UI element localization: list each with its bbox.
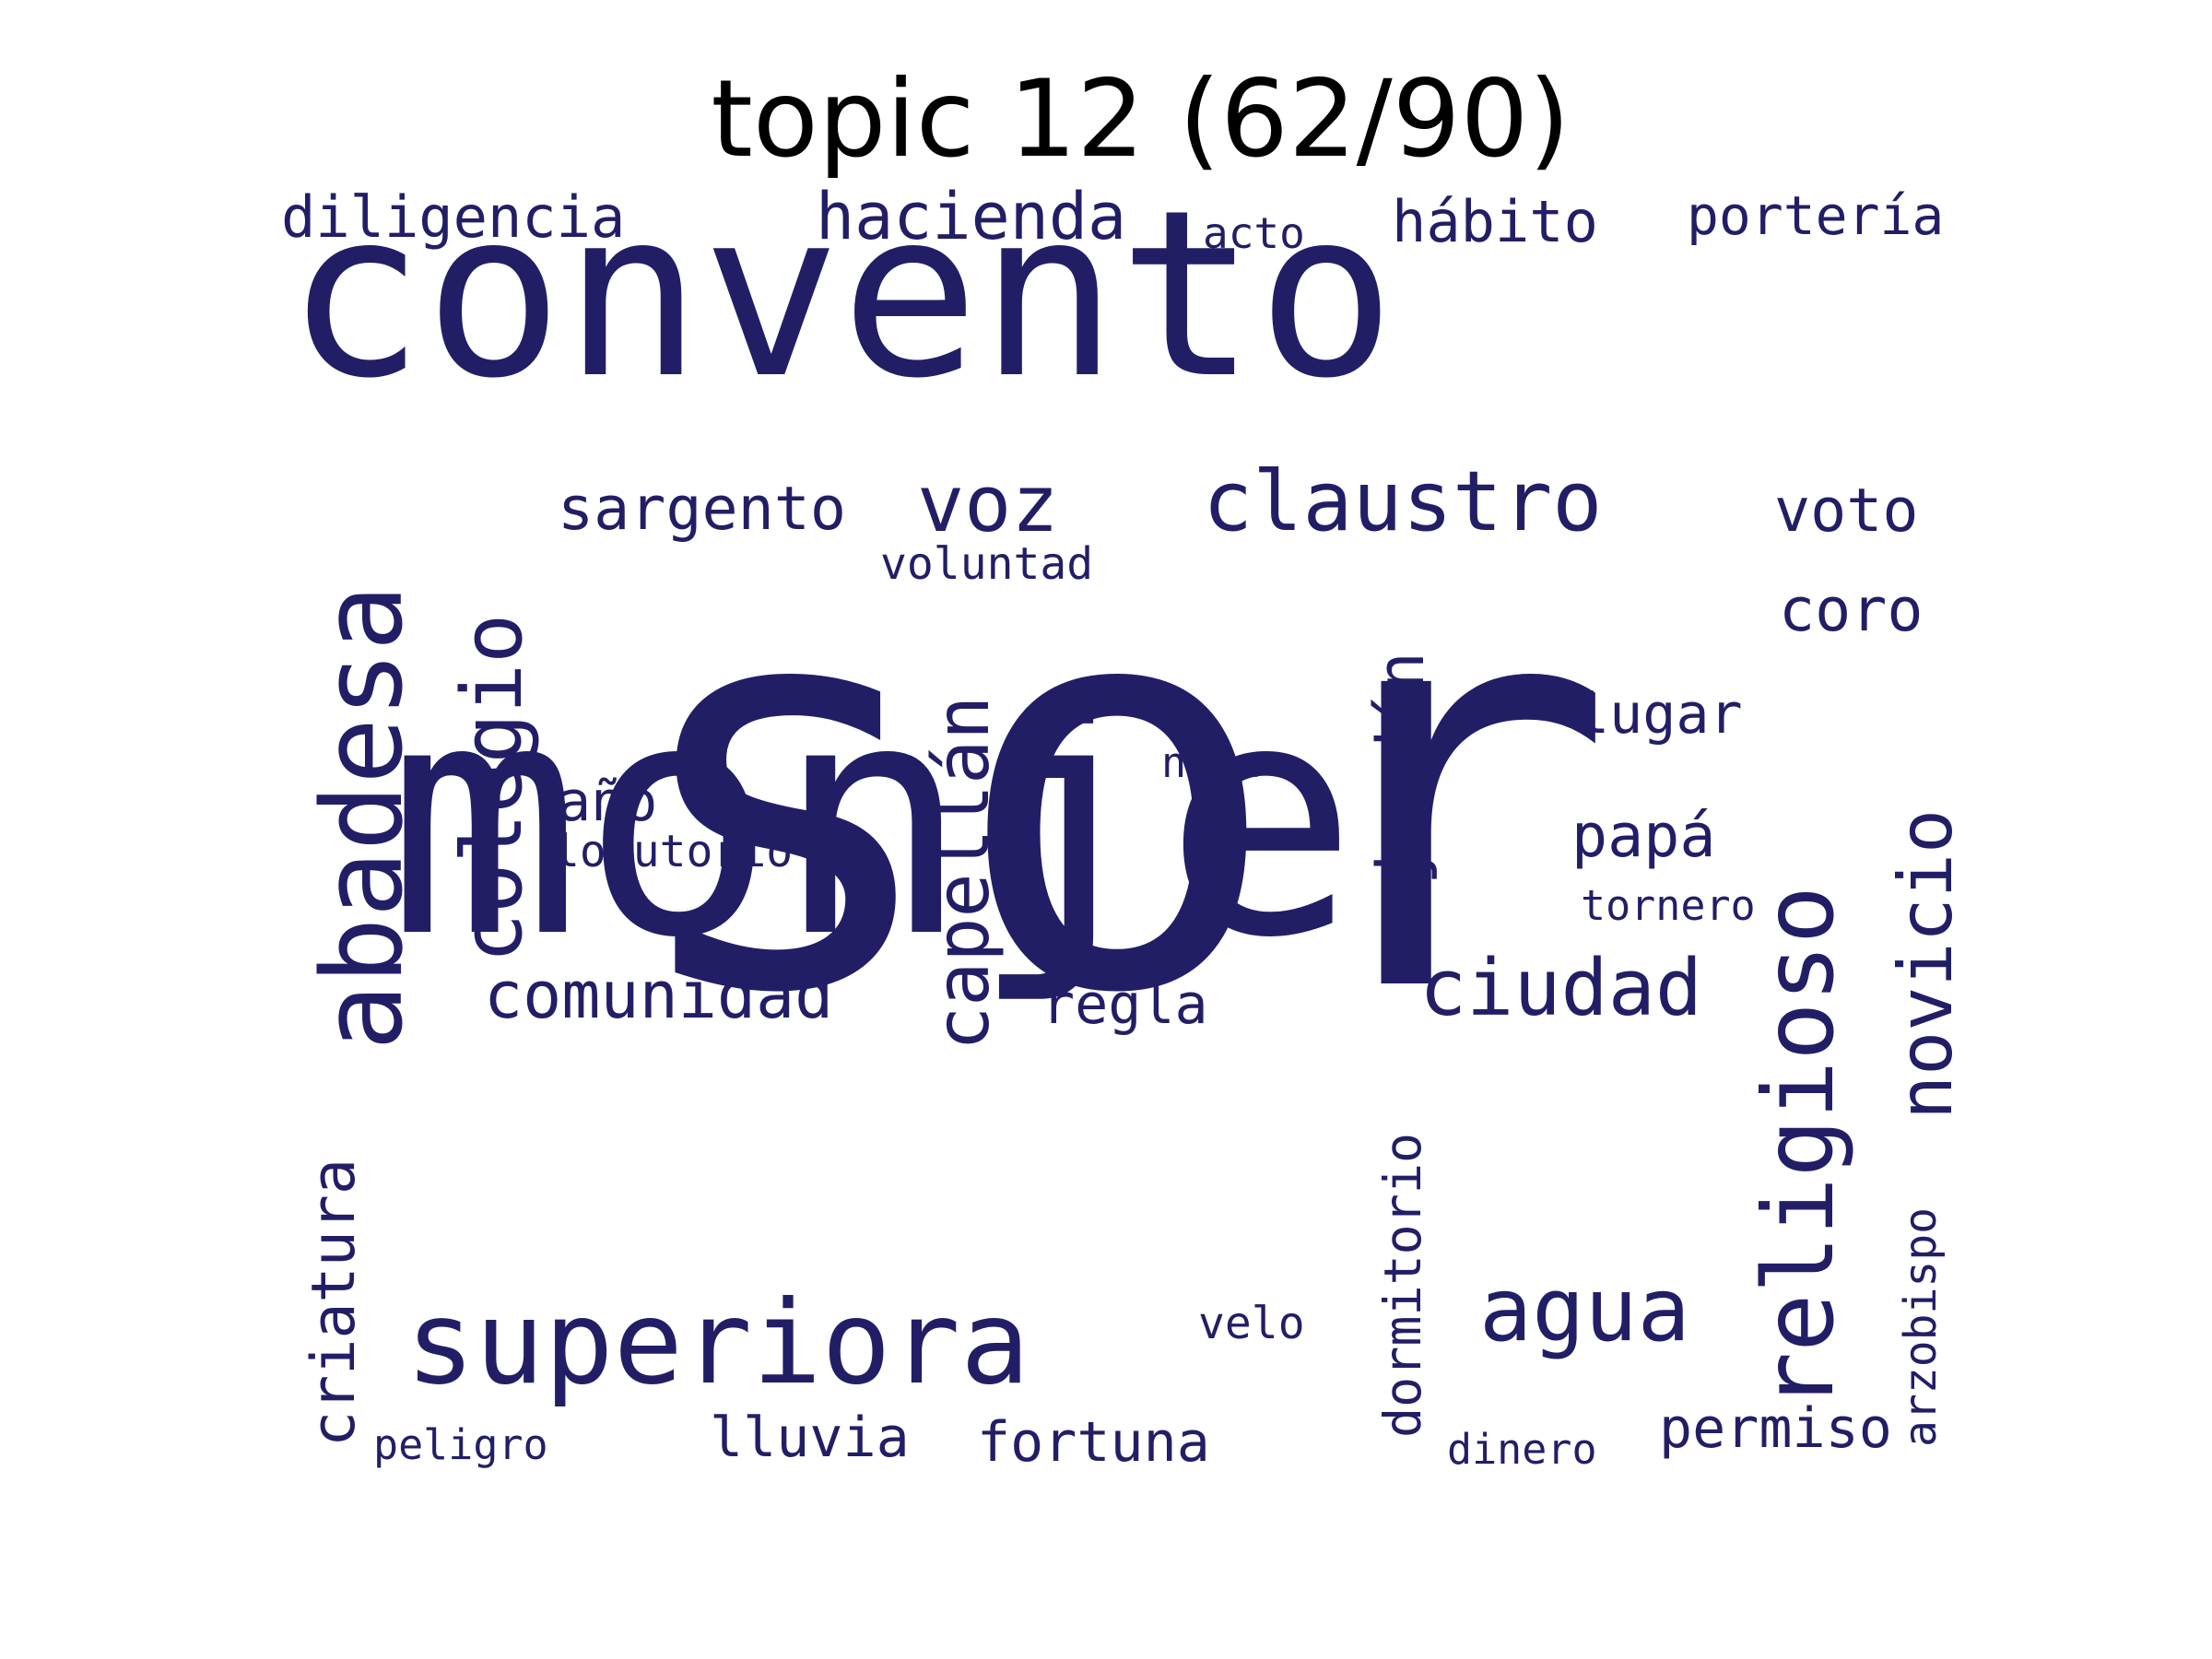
word-año: año bbox=[558, 770, 658, 834]
word-criatura: criatura bbox=[300, 1158, 369, 1447]
chart-title: topic 12 (62/90) bbox=[711, 57, 1571, 182]
word-dormitorio: dormitorio bbox=[1373, 1132, 1432, 1438]
word-portería: portería bbox=[1687, 184, 1945, 247]
word-voto: voto bbox=[1774, 477, 1919, 546]
word-acto: acto bbox=[1203, 208, 1305, 258]
word-sor: sor bbox=[618, 470, 1617, 1114]
word-sargento: sargento bbox=[558, 475, 847, 544]
word-voluntad: voluntad bbox=[880, 538, 1094, 590]
word-ciudad: ciudad bbox=[1419, 943, 1703, 1034]
word-permiso: permiso bbox=[1659, 1396, 1892, 1461]
word-claustro: claustro bbox=[1203, 453, 1603, 550]
word-diligencia: diligencia bbox=[281, 183, 626, 251]
word-regla: regla bbox=[1041, 972, 1208, 1037]
word-superiora: superiora bbox=[406, 1277, 1030, 1410]
word-lluvia: lluvia bbox=[710, 1406, 910, 1470]
word-lugar: lugar bbox=[1576, 682, 1743, 747]
word-comunidad: comunidad bbox=[484, 958, 834, 1033]
word-colegio: colegio bbox=[444, 613, 541, 963]
word-hábito: hábito bbox=[1392, 188, 1598, 255]
word-religioso: religioso bbox=[1743, 886, 1855, 1410]
word-locutorio: locutorio bbox=[553, 826, 794, 877]
word-monje: monje bbox=[387, 632, 1359, 1008]
word-tornero: tornero bbox=[1581, 881, 1756, 930]
word-hacienda: hacienda bbox=[816, 179, 1127, 254]
word-papá: papá bbox=[1571, 802, 1716, 871]
word-fortuna: fortuna bbox=[977, 1410, 1210, 1475]
word-convento: convento bbox=[286, 160, 1396, 429]
word-nana: nana bbox=[1161, 738, 1262, 787]
word-dinero: dinero bbox=[1447, 1425, 1597, 1474]
word-coro: coro bbox=[1779, 576, 1924, 645]
word-agua: agua bbox=[1479, 1260, 1690, 1361]
word-jardín: jardín bbox=[1363, 652, 1439, 885]
word-peligro: peligro bbox=[373, 1420, 548, 1469]
word-capellán: capellán bbox=[920, 695, 1006, 1051]
word-velo: velo bbox=[1198, 1298, 1305, 1349]
word-arzobispo: arzobispo bbox=[1895, 1206, 1947, 1447]
word-abadesa: abadesa bbox=[300, 584, 428, 1051]
word-novicio: novicio bbox=[1883, 808, 1969, 1120]
word-voz: voz bbox=[917, 459, 1059, 550]
